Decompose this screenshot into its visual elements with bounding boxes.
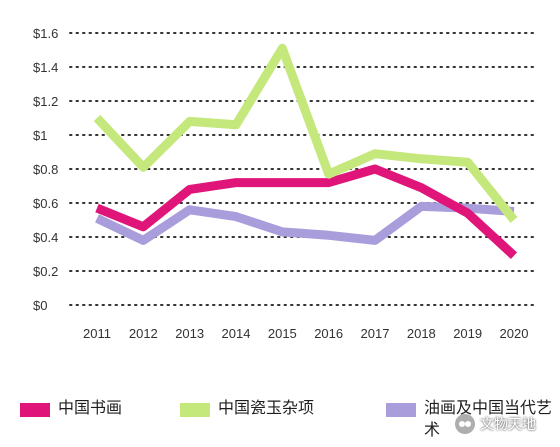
y-tick-label: $1.6 [33, 26, 58, 41]
y-tick-label: $1 [33, 128, 47, 143]
series-line-1 [93, 43, 518, 223]
y-tick-label: $0.8 [33, 162, 58, 177]
legend-item-calligraphy: 中国书画 [20, 397, 122, 419]
x-tick-label: 2015 [268, 326, 297, 341]
watermark-text: 文物天地 [480, 417, 536, 433]
series-line-2 [95, 201, 515, 245]
x-tick-label: 2011 [83, 326, 111, 341]
legend-swatch-calligraphy [20, 403, 50, 417]
x-tick-label: 2018 [407, 326, 436, 341]
legend-label-oil-painting: 油画及中国当代艺术 [424, 398, 553, 439]
legend-label-ceramics: 中国瓷玉杂项 [218, 398, 315, 417]
x-tick-label: 2017 [361, 326, 390, 341]
y-axis-ticks: $0 $0.2 $0.4 $0.6 $0.8 $1 $1.2 $1.4 $1.6 [33, 26, 58, 313]
x-tick-label: 2020 [500, 326, 529, 341]
legend-label-calligraphy: 中国书画 [58, 398, 123, 417]
legend-swatch-oil-painting [386, 403, 416, 417]
wechat-icon [455, 414, 475, 434]
x-tick-label: 2019 [453, 326, 482, 341]
x-tick-label: 2014 [222, 326, 251, 341]
legend-item-oil-painting: 油画及中国当代艺术 [386, 397, 554, 441]
legend-swatch-ceramics [180, 403, 210, 417]
x-tick-label: 2013 [175, 326, 204, 341]
legend: 中国书画 中国瓷玉杂项 油画及中国当代艺术 [0, 393, 560, 447]
x-axis-ticks: 2011 2012 2013 2014 2015 2016 2017 2018 2019 2020 [83, 326, 528, 341]
x-tick-label: 2012 [129, 326, 158, 341]
series-line-0 [95, 164, 518, 260]
x-tick-label: 2016 [314, 326, 343, 341]
y-tick-label: $1.4 [33, 60, 58, 75]
y-tick-label: $0.2 [33, 264, 58, 279]
y-tick-label: $1.2 [33, 94, 58, 109]
y-tick-label: $0.6 [33, 196, 58, 211]
series-lines [93, 43, 518, 260]
y-tick-label: $0.4 [33, 230, 58, 245]
y-tick-label: $0 [33, 298, 47, 313]
legend-item-ceramics: 中国瓷玉杂项 [180, 397, 314, 419]
watermark: 文物天地 [455, 414, 536, 434]
